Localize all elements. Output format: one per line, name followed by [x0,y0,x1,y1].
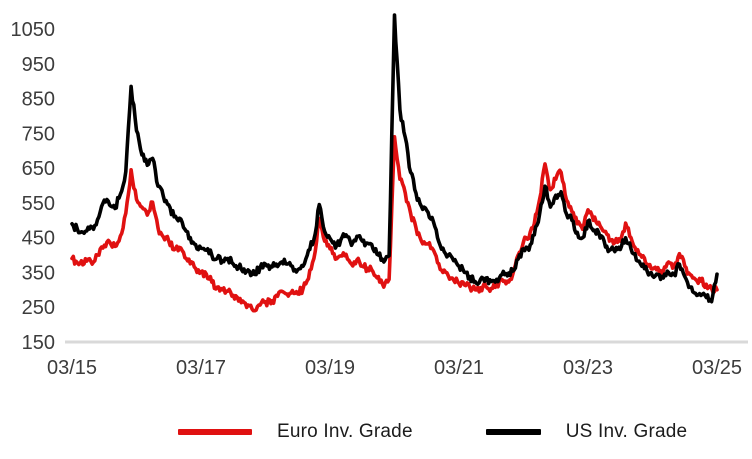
euro-line-swatch [178,429,252,435]
spread-line-chart: 150 250 350 450 550 650 750 850 950 1050 03/15 03/1… [11,13,748,379]
x-tick-label: 03/19 [305,357,355,379]
legend-item-us: US Inv. Grade [485,421,688,443]
y-tick-label: 550 [22,193,55,215]
y-tick-label: 350 [22,262,55,284]
chart-legend: Euro Inv. Grade US Inv. Grade [178,421,687,443]
y-tick-label: 950 [22,54,55,76]
y-tick-label: 750 [22,123,55,145]
legend-label-euro: Euro Inv. Grade [277,421,413,442]
x-tick-label: 03/23 [563,357,613,379]
x-tick-label: 03/25 [692,357,742,379]
x-tick-label: 03/17 [176,357,226,379]
us-line-swatch [485,429,541,435]
y-tick-label: 150 [22,332,55,354]
euro-inv-grade-line [70,135,719,313]
x-tick-label: 03/21 [434,357,484,379]
x-tick-label: 03/15 [47,357,97,379]
y-tick-label: 850 [22,89,55,111]
y-tick-label: 250 [22,297,55,319]
legend-item-euro: Euro Inv. Grade [178,421,413,443]
us-inv-grade-line [70,13,719,304]
y-tick-label: 450 [22,228,55,250]
legend-label-us: US Inv. Grade [565,421,688,442]
y-tick-label: 1050 [11,19,56,41]
y-tick-label: 650 [22,158,55,180]
